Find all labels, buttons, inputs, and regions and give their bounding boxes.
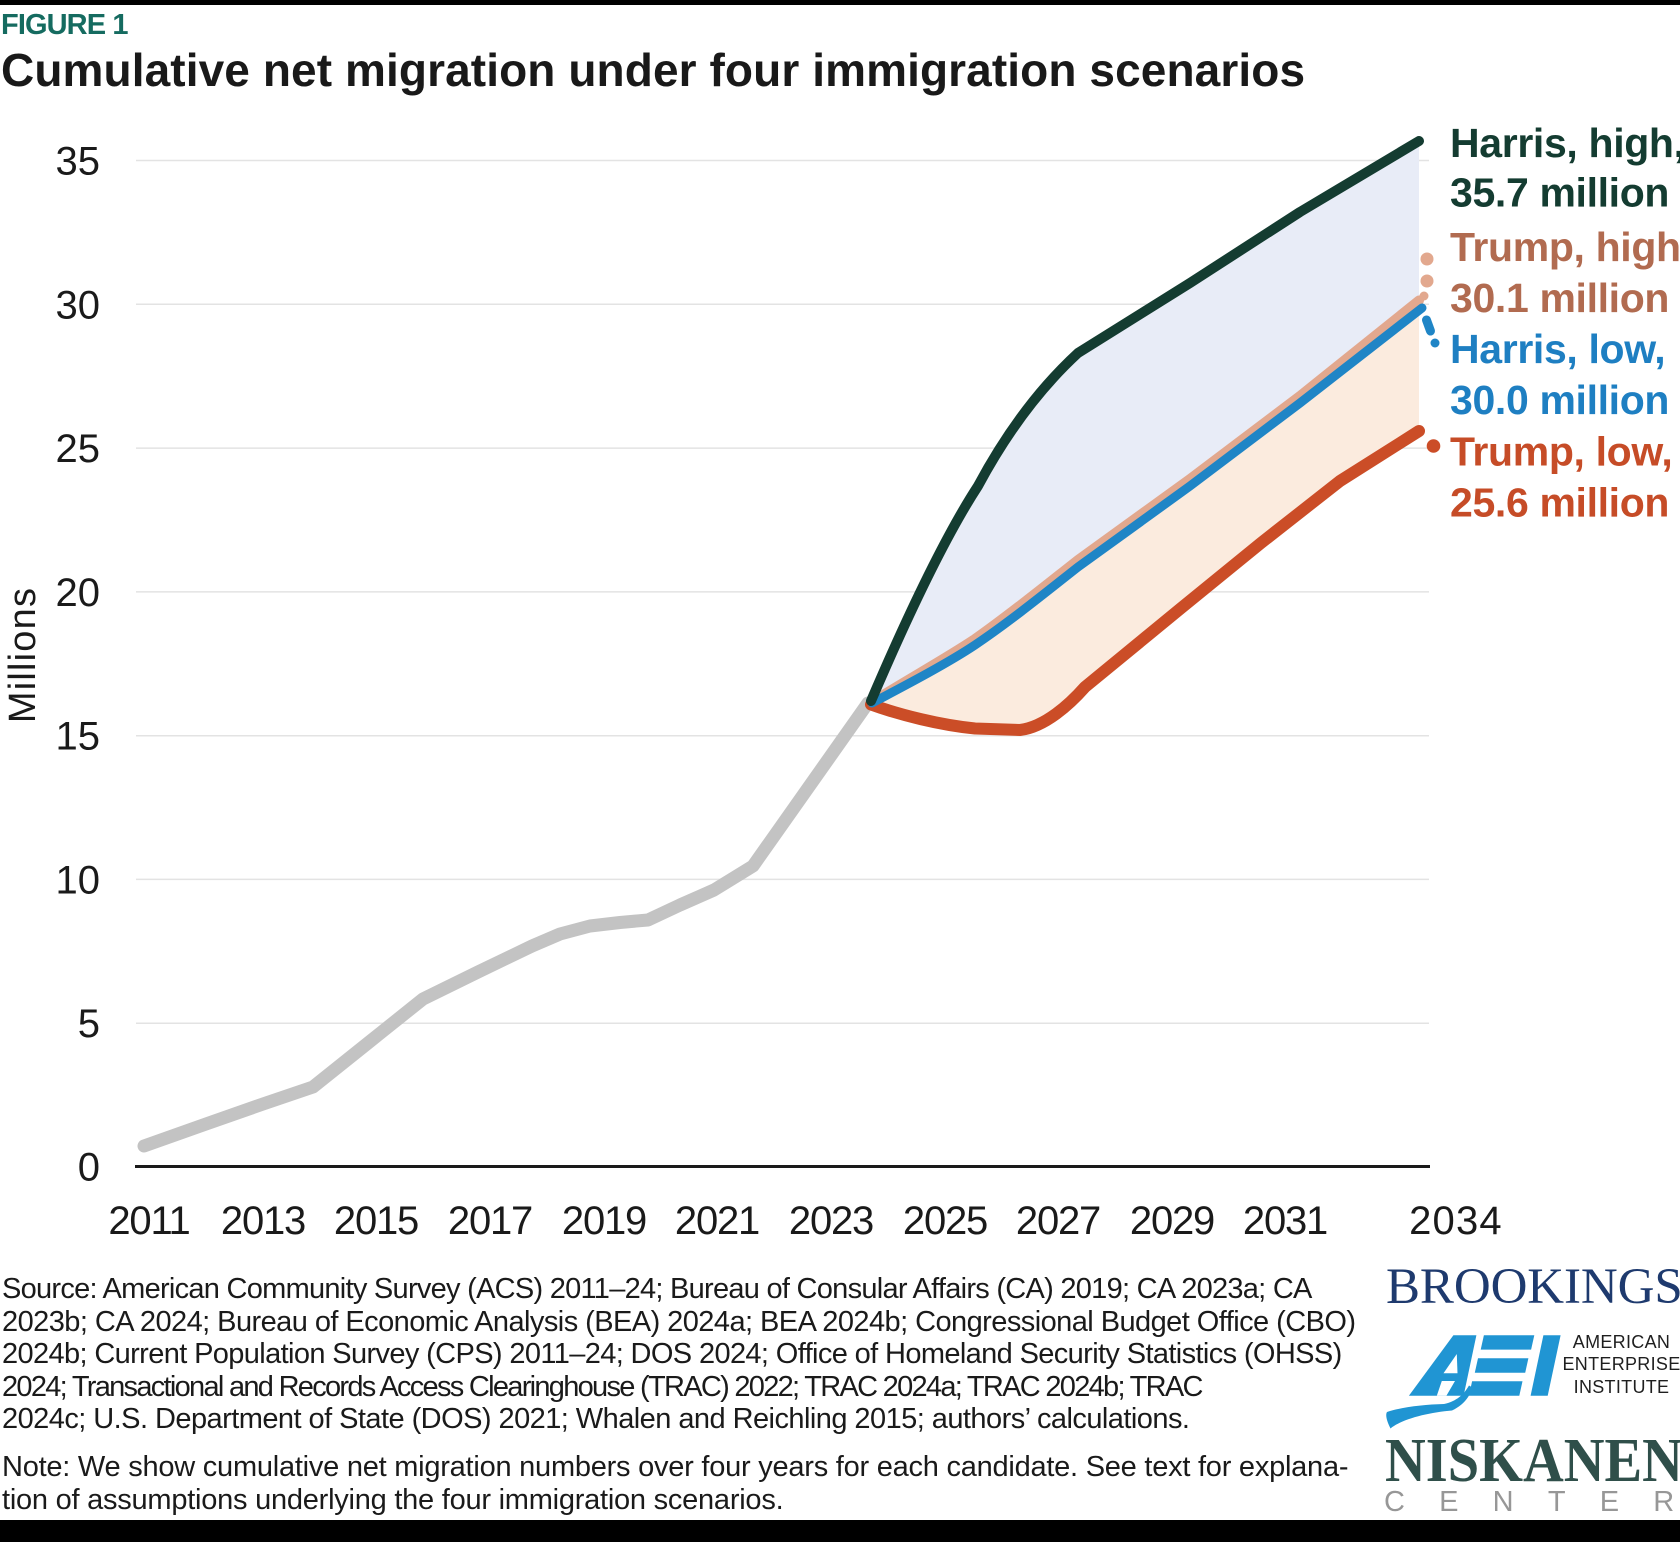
svg-text:2019: 2019 <box>562 1199 646 1243</box>
svg-text:2027: 2027 <box>1016 1199 1100 1243</box>
svg-text:0: 0 <box>78 1146 100 1190</box>
svg-text:Millions: Millions <box>2 587 44 723</box>
svg-text:2017: 2017 <box>448 1199 532 1243</box>
svg-text:Harris, low,30.0 million: Harris, low, 30.0 million <box>1450 326 1669 423</box>
svg-text:Harris, high,35.7 million: Harris, high, 35.7 million <box>1450 120 1680 216</box>
svg-text:5: 5 <box>78 1002 100 1046</box>
svg-text:Trump, low,25.6 million: Trump, low, 25.6 million <box>1450 429 1672 526</box>
svg-text:2021: 2021 <box>675 1199 759 1243</box>
svg-text:25: 25 <box>56 427 101 471</box>
svg-text:2034: 2034 <box>1409 1199 1503 1243</box>
svg-text:2015: 2015 <box>334 1199 418 1243</box>
svg-text:30: 30 <box>56 283 101 327</box>
svg-text:2025: 2025 <box>903 1199 987 1243</box>
svg-text:10: 10 <box>56 858 101 902</box>
svg-text:2031: 2031 <box>1243 1199 1327 1243</box>
svg-text:20: 20 <box>56 571 101 615</box>
svg-text:15: 15 <box>56 715 101 759</box>
svg-text:Trump, high,30.1 million: Trump, high, 30.1 million <box>1450 224 1680 321</box>
svg-text:2011: 2011 <box>108 1199 189 1243</box>
svg-text:2023: 2023 <box>789 1199 873 1243</box>
svg-text:2029: 2029 <box>1130 1199 1214 1243</box>
svg-text:35: 35 <box>56 140 101 184</box>
svg-text:2013: 2013 <box>221 1199 305 1243</box>
